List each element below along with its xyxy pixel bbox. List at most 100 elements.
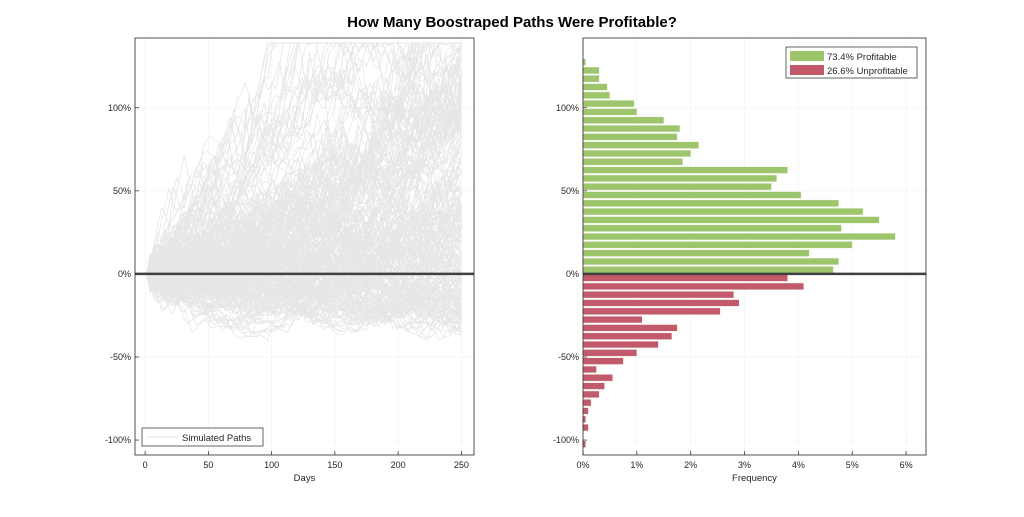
simulated-path: [146, 210, 462, 317]
profitable-bar: [582, 133, 678, 141]
y-tick-label: -50%: [558, 352, 579, 362]
x-tick-label: 0%: [576, 460, 589, 470]
unprofitable-bar: [582, 407, 589, 415]
x-tick-label: 2%: [684, 460, 697, 470]
unprofitable-bar: [582, 282, 804, 290]
unprofitable-bar: [582, 424, 589, 432]
simulated-path: [146, 226, 462, 307]
simulated-path: [146, 42, 462, 275]
simulated-path: [146, 151, 462, 275]
simulated-path: [146, 236, 462, 318]
simulated-path: [146, 91, 462, 275]
profitable-bar: [582, 116, 664, 124]
profitable-bars: [582, 58, 896, 274]
legend-swatch: [790, 51, 824, 61]
simulated-path: [146, 273, 462, 326]
simulated-path: [146, 214, 462, 316]
unprofitable-bar: [582, 291, 734, 299]
y-tick-label: -100%: [553, 435, 579, 445]
y-tick-label: 50%: [561, 186, 579, 196]
simulated-path: [146, 179, 462, 296]
simulated-path: [146, 273, 462, 329]
unprofitable-bar: [582, 382, 605, 390]
legend-label: Simulated Paths: [182, 433, 251, 444]
legend-swatch: [790, 65, 824, 75]
simulated-path: [146, 42, 462, 279]
profitable-bar: [582, 83, 608, 91]
figure-title: How Many Boostraped Paths Were Profitabl…: [347, 14, 677, 31]
x-tick-label: 100: [264, 460, 279, 470]
simulated-path: [146, 225, 462, 303]
legend: 73.4% Profitable 26.6% Unprofitable: [785, 46, 918, 79]
simulated-path: [146, 68, 462, 275]
simulated-path: [146, 237, 462, 311]
unprofitable-bar: [582, 324, 678, 332]
simulated-path: [146, 57, 462, 276]
simulated-path: [146, 210, 462, 320]
simulated-path: [146, 224, 462, 293]
unprofitable-bar: [582, 316, 643, 324]
unprofitable-bar: [582, 365, 597, 373]
x-axis-label: Frequency: [732, 473, 777, 484]
x-tick-label: 0: [143, 460, 148, 470]
histogram-plot: 0% 1% 2% 3% 4% 5% 6% -100% -50% 0% 50% 100% Frequenc…: [553, 37, 927, 484]
unprofitable-bar: [582, 357, 624, 365]
profitable-bar: [582, 199, 839, 207]
x-tick-label: 3%: [738, 460, 751, 470]
simulated-path: [146, 123, 462, 296]
profitable-bar: [582, 149, 691, 158]
profitable-bar: [582, 66, 600, 74]
profitable-bar: [582, 266, 834, 274]
profitable-bar: [582, 191, 802, 199]
x-tick-label: 50: [203, 460, 213, 470]
legend-box: [141, 427, 264, 447]
profitable-bar: [582, 208, 864, 216]
simulated-path: [146, 149, 462, 283]
y-tick-label: 50%: [113, 186, 131, 196]
profitable-bar: [582, 158, 683, 166]
profitable-bar: [582, 108, 638, 116]
y-tick-label: -100%: [105, 435, 131, 445]
x-tick-label: 200: [391, 460, 406, 470]
simulated-path: [146, 182, 462, 304]
simulated-path: [146, 223, 462, 325]
legend-label: 73.4% Profitable: [827, 52, 897, 63]
simulated-path: [146, 86, 462, 275]
x-axis-label: Days: [294, 473, 316, 484]
profitable-bar: [582, 141, 699, 149]
x-tick-label: 150: [327, 460, 342, 470]
simulated-path: [146, 41, 462, 275]
profitable-bar: [582, 216, 880, 224]
profitable-bar: [582, 249, 810, 257]
profitable-bar: [582, 91, 611, 99]
simulated-paths: [146, 41, 462, 342]
unprofitable-bar: [582, 390, 600, 398]
profitable-bar: [582, 124, 681, 133]
simulated-path: [146, 140, 462, 283]
unprofitable-bar: [582, 415, 586, 423]
legend: Simulated Paths: [141, 427, 264, 447]
x-tick-label: 6%: [900, 460, 913, 470]
unprofitable-bars: [582, 274, 804, 448]
y-tick-label: -50%: [110, 352, 131, 362]
profitable-bar: [582, 166, 788, 174]
axes-frame: [134, 37, 475, 456]
profitable-bar: [582, 75, 600, 83]
unprofitable-bar: [582, 307, 721, 315]
y-tick-label: 100%: [556, 103, 579, 113]
x-tick-label: 250: [454, 460, 469, 470]
profitable-bar: [582, 232, 896, 241]
x-tick-label: 5%: [846, 460, 859, 470]
legend-label: 26.6% Unprofitable: [827, 66, 908, 77]
profitable-bar: [582, 224, 842, 232]
simulated-path: [146, 240, 462, 316]
simulated-path: [146, 268, 462, 326]
axes-frame: [582, 37, 927, 456]
profitable-bar: [582, 100, 635, 108]
y-tick-label: 100%: [108, 103, 131, 113]
simulated-path: [146, 229, 462, 316]
simulated-path: [146, 195, 462, 288]
profitable-bar: [582, 183, 772, 191]
unprofitable-bar: [582, 299, 740, 307]
profitable-bar: [582, 174, 778, 182]
